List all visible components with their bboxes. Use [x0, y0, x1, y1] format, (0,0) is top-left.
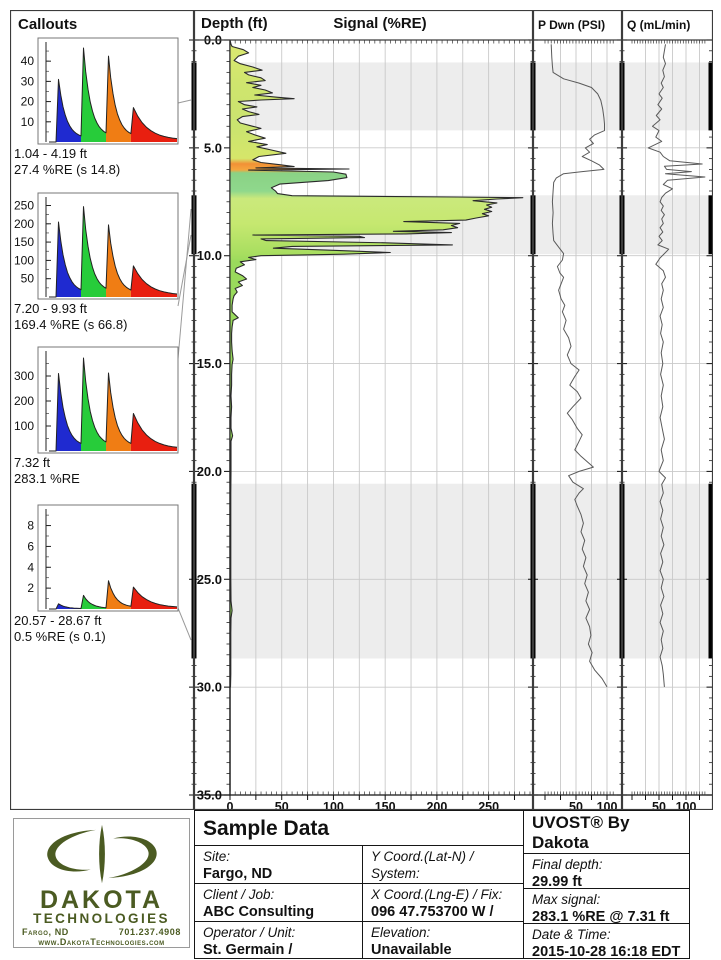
callout-1-range: 1.04 - 4.19 ft: [14, 146, 87, 161]
xcoord-cell: X Coord.(Lng-E) / Fix: 096 47.753700 W /…: [362, 883, 524, 922]
brand-name: UVOST® By Dakota: [532, 813, 630, 852]
callouts-panel-title: Callouts: [18, 16, 78, 33]
brand-cell: UVOST® By Dakota www.DakotaTechnologies.…: [523, 810, 690, 854]
svg-text:40: 40: [21, 54, 35, 68]
client-cell: Client / Job: ABC Consulting: [194, 883, 363, 922]
svg-text:6: 6: [27, 539, 34, 553]
site-value: Fargo, ND: [203, 866, 273, 882]
final-depth-label: Final depth:: [532, 857, 603, 872]
svg-text:150: 150: [14, 235, 34, 249]
callout-4-range: 20.57 - 28.67 ft: [14, 613, 102, 628]
callout-4-signal: 0.5 %RE (s 0.1): [14, 629, 106, 644]
svg-text:30.0: 30.0: [197, 680, 222, 695]
final-depth-cell: Final depth: 29.99 ft: [523, 853, 690, 889]
svg-text:300: 300: [14, 369, 34, 383]
operator-cell: Operator / Unit: St. Germain / UVOST1000: [194, 921, 363, 959]
final-depth-value: 29.99 ft: [532, 874, 582, 889]
p-panel-title: P Dwn (PSI): [538, 18, 606, 32]
client-value: ABC Consulting: [203, 904, 315, 920]
svg-text:10: 10: [21, 115, 35, 129]
svg-text:8: 8: [27, 519, 34, 533]
sample-data-header-cell: Sample Data: [194, 810, 524, 846]
svg-text:100: 100: [597, 800, 618, 810]
svg-text:150: 150: [375, 800, 396, 810]
dakota-logo-emblem-icon: [46, 824, 157, 884]
datetime-label: Date & Time:: [532, 927, 611, 942]
callout-1-label: 1.04 - 4.19 ft 27.4 %RE (s 14.8): [14, 146, 120, 178]
max-signal-label: Max signal:: [532, 892, 601, 907]
operator-value: St. Germain / UVOST1000: [203, 942, 293, 958]
signal-axis-title: Signal (%RE): [333, 15, 427, 32]
logo-contact-row: Fargo, ND 701.237.4908: [14, 926, 189, 937]
callout-3-range: 7.32 ft: [14, 455, 51, 470]
elevation-value: Unavailable: [371, 942, 452, 958]
callout-2-range: 7.20 - 9.93 ft: [14, 301, 87, 316]
site-cell: Site: Fargo, ND: [194, 845, 363, 884]
logo-phone: 701.237.4908: [118, 927, 181, 937]
datetime-cell: Date & Time: 2015-10-28 16:18 EDT: [523, 923, 690, 959]
site-label: Site:: [203, 849, 231, 864]
sample-data-title: Sample Data: [203, 817, 330, 840]
svg-text:100: 100: [676, 800, 697, 810]
callout-4-label: 20.57 - 28.67 ft 0.5 %RE (s 0.1): [14, 613, 106, 645]
ycoord-cell: Y Coord.(Lat-N) / System: 46 54.430700 N…: [362, 845, 524, 884]
xcoord-label: X Coord.(Lng-E) / Fix:: [371, 887, 503, 902]
svg-text:15.0: 15.0: [197, 356, 222, 371]
svg-text:50: 50: [652, 800, 666, 810]
elevation-cell: Elevation: Unavailable: [362, 921, 524, 959]
dakota-logo: DAKOTA TECHNOLOGIES Fargo, ND 701.237.49…: [13, 818, 190, 948]
operator-label: Operator / Unit:: [203, 925, 296, 940]
svg-text:10.0: 10.0: [197, 248, 222, 263]
svg-text:4: 4: [27, 560, 34, 574]
logo-url: www.DakotaTechnologies.com: [38, 937, 165, 947]
xcoord-value: 096 47.753700 W / DG-3D: [371, 904, 494, 920]
svg-text:250: 250: [478, 800, 499, 810]
chart-canvas: 0.05.010.015.020.025.030.035.00 50 100 150 2…: [10, 10, 713, 810]
svg-text:2: 2: [27, 581, 34, 595]
ycoord-label: Y Coord.(Lat-N) / System:: [371, 849, 474, 881]
svg-text:5.0: 5.0: [204, 140, 222, 155]
svg-text:50: 50: [21, 272, 35, 286]
logo-city: Fargo, ND: [22, 927, 69, 937]
q-panel-title: Q (mL/min): [627, 18, 691, 32]
elevation-label: Elevation:: [371, 925, 431, 940]
callout-2-signal: 169.4 %RE (s 66.8): [14, 317, 128, 332]
svg-text:200: 200: [426, 800, 447, 810]
svg-text:30: 30: [21, 74, 35, 88]
svg-text:25.0: 25.0: [197, 572, 222, 587]
depth-axis-title: Depth (ft): [201, 15, 268, 32]
svg-text:50: 50: [569, 800, 583, 810]
callout-3-label: 7.32 ft 283.1 %RE: [14, 455, 80, 487]
callout-2-label: 7.20 - 9.93 ft 169.4 %RE (s 66.8): [14, 301, 127, 333]
svg-text:100: 100: [14, 253, 34, 267]
logo-word-technologies: TECHNOLOGIES: [33, 911, 170, 926]
svg-text:20: 20: [21, 95, 35, 109]
datetime-value: 2015-10-28 16:18 EDT: [532, 944, 681, 959]
max-signal-value: 283.1 %RE @ 7.31 ft: [532, 909, 670, 924]
svg-text:0: 0: [227, 800, 234, 810]
client-label: Client / Job:: [203, 887, 275, 902]
svg-text:200: 200: [14, 394, 34, 408]
callout-3-signal: 283.1 %RE: [14, 471, 80, 486]
callout-1-signal: 27.4 %RE (s 14.8): [14, 162, 121, 177]
logo-word-dakota: DAKOTA: [39, 886, 164, 914]
svg-text:100: 100: [14, 419, 34, 433]
svg-text:200: 200: [14, 217, 34, 231]
max-signal-cell: Max signal: 283.1 %RE @ 7.31 ft: [523, 888, 690, 924]
svg-text:100: 100: [323, 800, 344, 810]
svg-text:250: 250: [14, 198, 34, 212]
svg-text:20.0: 20.0: [197, 464, 222, 479]
svg-text:50: 50: [275, 800, 289, 810]
